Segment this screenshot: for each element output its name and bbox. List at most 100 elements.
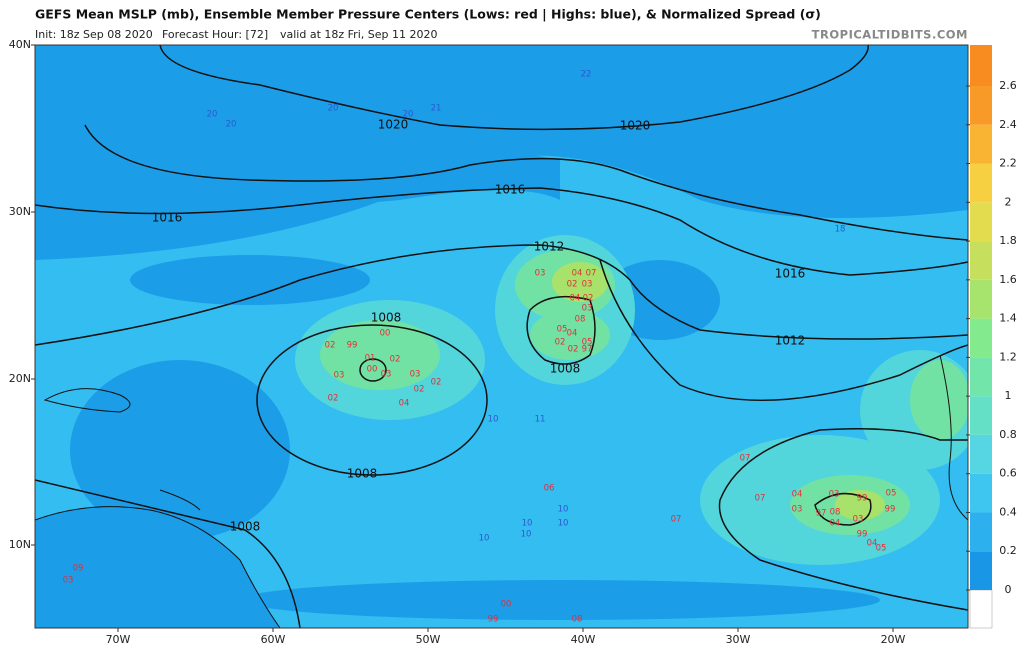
colorbar-top [970,45,992,86]
high-center: 10 [558,505,569,515]
low-center: 07 [586,269,597,279]
high-center: 10 [558,519,569,529]
high-center: 20 [207,110,218,120]
lat-label: 30N [9,205,31,218]
high-center: 18 [835,225,846,235]
low-center: 07 [671,515,682,525]
colorbar-label: 1.4 [999,312,1017,325]
lon-label: 70W [106,633,131,646]
low-center: 00 [367,365,378,375]
low-center: 99 [857,494,868,504]
low-center: 08 [830,508,841,518]
isobar-label: 1008 [550,362,581,376]
low-center: 97 [582,345,593,355]
colorbar-label: 2.2 [999,157,1017,170]
low-center: 04 [867,539,878,549]
colorbar-label: 2 [1005,195,1012,208]
axes: 40N 30N 20N 10N 70W 60W 50W 40W 30W 20W [9,38,906,646]
colorbar-segment [970,202,992,242]
lat-label: 20N [9,372,31,385]
low-center: 99 [857,530,868,540]
isobar-label: 1008 [371,311,402,325]
colorbar-segment [970,434,992,474]
high-center: 10 [479,534,490,544]
colorbar-segment [970,396,992,435]
low-center: 02 [431,378,442,388]
lon-label: 50W [416,633,441,646]
forecast-hour: Forecast Hour: [72] [162,28,268,41]
low-center: 03 [792,505,803,515]
low-center: 07 [755,494,766,504]
colorbar-label: 0.6 [999,467,1017,480]
colorbar-label: 1.6 [999,273,1017,286]
low-center: 03 [381,370,392,380]
colorbar-segment [970,279,992,319]
low-center: 00 [380,329,391,339]
isobar-label: 1012 [534,240,565,254]
colorbar-segment [970,473,992,513]
low-center: 04 [567,329,578,339]
lon-label: 30W [726,633,751,646]
high-center: 22 [581,70,592,80]
low-center: 06 [544,484,555,494]
colorbar-label: 0 [1005,583,1012,596]
low-center: 03 [582,304,593,314]
isobar-label: 1020 [620,119,651,133]
map: 1020 1020 1016 1016 1012 1016 1012 1008 … [34,44,969,629]
colorbar-label: 2.4 [999,118,1017,131]
low-center: 99 [347,341,358,351]
colorbar-segment [970,124,992,164]
lon-label: 40W [571,633,596,646]
low-center: 04 [830,519,841,529]
valid-time: valid at 18z Fri, Sep 11 2020 [280,28,437,41]
high-center: 20 [328,104,339,114]
low-center: 05 [557,325,568,335]
low-center: 01 [365,354,376,364]
high-center: 10 [522,519,533,529]
high-center: 20 [226,120,237,130]
low-center: 02 [328,394,339,404]
colorbar-segment [970,512,992,552]
low-center: 05 [582,338,593,348]
isobar-label: 1016 [152,211,183,225]
lon-label: 60W [261,633,286,646]
high-center: 21 [431,104,442,114]
low-center: 02 [568,345,579,355]
isobar-label: 1020 [378,118,409,132]
colorbar-segment [970,163,992,203]
low-center: 03 [829,490,840,500]
colorbar-segment [970,318,992,358]
low-center: 03 [334,371,345,381]
low-center: 03 [535,269,546,279]
low-center: 99 [488,615,499,625]
colorbar-segment [970,551,992,590]
low-center: 02 [390,355,401,365]
site: TROPICALTIDBITS.COM [812,28,968,42]
low-center: 04 [399,399,410,409]
low-center: 04 [572,269,583,279]
low-center: 08 [572,615,583,625]
high-center: 20 [403,110,414,120]
high-center: 10 [488,415,499,425]
high-center: 11 [535,415,546,425]
isobar-label: 1012 [775,334,806,348]
isobar-label: 1008 [230,520,261,534]
low-center: 05 [886,489,897,499]
high-center: 10 [521,530,532,540]
lat-label: 40N [9,38,31,51]
low-center: 03 [853,515,864,525]
low-center: 97 [816,509,827,519]
low-center: 03 [410,370,421,380]
low-center: 03 [63,576,74,586]
colorbar-label: 2.6 [999,79,1017,92]
isobar-label: 1008 [347,467,378,481]
colorbar-segment [970,357,992,397]
low-center: 08 [575,315,586,325]
low-center: 99 [885,505,896,515]
low-center: 05 [876,544,887,554]
low-center: 02 [555,338,566,348]
colorbar-label: 1.2 [999,350,1017,363]
init: Init: 18z Sep 08 2020 [35,28,153,41]
